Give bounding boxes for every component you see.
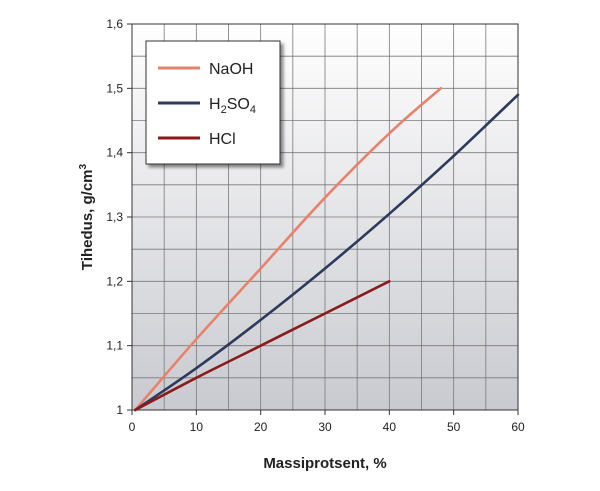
x-tick-label: 20 xyxy=(254,420,268,434)
y-tick-label: 1,4 xyxy=(106,146,123,160)
x-tick-label: 40 xyxy=(383,420,397,434)
y-axis-title-sup: 3 xyxy=(78,163,89,169)
y-tick-label: 1,1 xyxy=(106,339,123,353)
legend-label-part: SO xyxy=(227,96,250,113)
legend-label-hcl: HCl xyxy=(209,131,236,148)
legend-label-subscript: 4 xyxy=(250,104,256,116)
y-tick-label: 1,5 xyxy=(106,81,123,95)
legend-label-naoh: NaOH xyxy=(209,61,253,78)
x-axis-title: Massiprotsent, % xyxy=(263,455,386,472)
x-tick-label: 0 xyxy=(129,420,136,434)
series-line-h2so4 xyxy=(133,93,520,412)
x-tick-label: 10 xyxy=(190,420,204,434)
y-axis-title-text: Tihedus, g/cm xyxy=(79,169,96,270)
series-line-hcl xyxy=(133,280,391,412)
legend-label-subscript: 2 xyxy=(221,104,227,116)
y-tick-label: 1 xyxy=(116,403,123,417)
y-axis-title: Tihedus, g/cm3 xyxy=(78,163,96,270)
x-tick-label: 50 xyxy=(447,420,461,434)
x-tick-label: 30 xyxy=(318,420,332,434)
legend: NaOH H2SO4 HCl xyxy=(145,40,281,165)
x-axis-ticks: 0 10 20 30 40 50 60 xyxy=(129,410,525,434)
y-tick-label: 1,2 xyxy=(106,274,123,288)
y-axis-ticks: 1 1,1 1,2 1,3 1,4 1,5 1,6 xyxy=(106,17,132,417)
y-tick-label: 1,6 xyxy=(106,17,123,31)
y-tick-label: 1,3 xyxy=(106,210,123,224)
legend-label-h2so4: H2SO4 xyxy=(209,96,256,116)
series-lines xyxy=(133,87,520,412)
series-line-naoh xyxy=(133,87,443,412)
legend-label-part: H xyxy=(209,96,221,113)
x-tick-label: 60 xyxy=(511,420,525,434)
